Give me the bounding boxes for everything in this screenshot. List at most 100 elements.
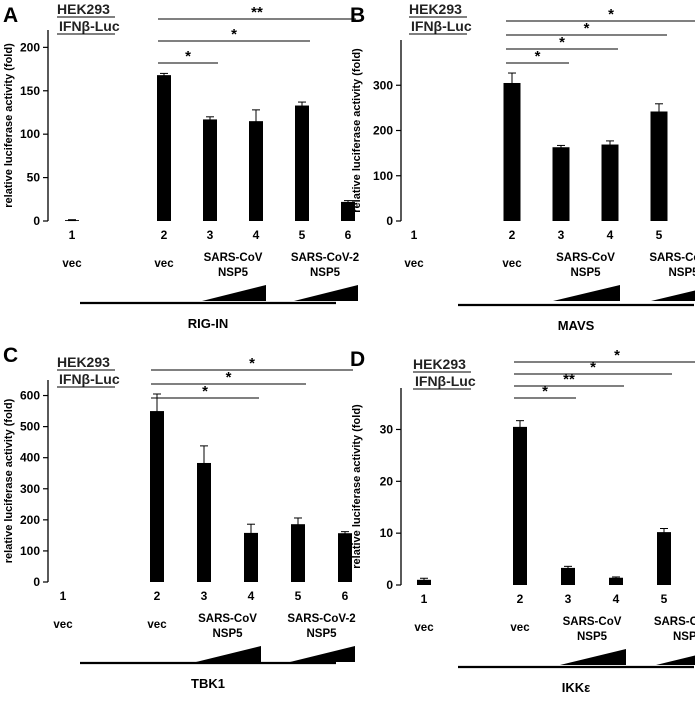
stimulus-label: TBK1 xyxy=(191,676,225,691)
y-tick-label: 500 xyxy=(20,420,40,434)
y-tick-label: 30 xyxy=(380,422,394,436)
stimulus-label: IKKε xyxy=(562,680,591,695)
lane-number: 1 xyxy=(411,228,418,242)
lane-number: 6 xyxy=(342,589,349,603)
y-tick-label: 10 xyxy=(380,526,394,540)
cell-line-label: HEK293 xyxy=(57,354,110,370)
y-tick-label: 20 xyxy=(380,474,394,488)
bar-lane-5 xyxy=(650,111,668,221)
lane-number: 3 xyxy=(207,228,214,242)
condition-nsp5: NSP5 xyxy=(310,267,341,279)
bar-lane-5 xyxy=(657,532,671,585)
lane-number: 1 xyxy=(60,589,67,603)
bar-lane-2 xyxy=(503,82,521,221)
condition-vec: vec xyxy=(414,622,434,634)
bar-lane-4 xyxy=(601,144,619,221)
condition-vec: vec xyxy=(510,622,530,634)
y-tick-label: 0 xyxy=(33,214,40,228)
cell-line-label: HEK293 xyxy=(413,356,466,372)
y-axis-label: relative luciferase activity (fold) xyxy=(351,404,363,569)
lane-number: 3 xyxy=(558,228,565,242)
significance-marker: ** xyxy=(251,4,263,21)
condition-nsp5: NSP5 xyxy=(673,631,695,643)
condition-nsp5: NSP5 xyxy=(218,267,249,279)
condition-sars-cov: SARS-CoV xyxy=(204,252,263,264)
dose-wedge xyxy=(294,285,358,301)
y-tick-label: 300 xyxy=(20,482,40,496)
significance-marker: * xyxy=(535,48,541,65)
bar-lane-5 xyxy=(295,105,309,221)
bar-lane-6 xyxy=(341,201,355,221)
bar-lane-3 xyxy=(197,462,211,582)
lane-number: 2 xyxy=(517,592,524,606)
lane-number: 2 xyxy=(509,228,516,242)
significance-marker: * xyxy=(226,369,232,386)
bar-lane-3 xyxy=(552,147,570,221)
significance-marker: * xyxy=(614,347,620,364)
bar-lane-5 xyxy=(291,524,305,582)
lane-number: 4 xyxy=(607,228,614,242)
bar-lane-4 xyxy=(249,121,263,221)
significance-marker: * xyxy=(559,34,565,51)
reporter-label: IFNβ-Luc xyxy=(59,371,120,387)
lane-number: 5 xyxy=(295,589,302,603)
condition-nsp5: NSP5 xyxy=(306,628,337,640)
condition-vec: vec xyxy=(62,258,82,270)
bar-lane-4 xyxy=(244,532,258,582)
dose-wedge xyxy=(651,290,695,301)
dose-wedge xyxy=(560,649,626,665)
lane-number: 5 xyxy=(661,592,668,606)
lane-number: 4 xyxy=(248,589,255,603)
significance-marker: * xyxy=(542,383,548,400)
y-tick-label: 50 xyxy=(27,171,41,185)
condition-sars-cov: SARS-CoV xyxy=(198,613,257,625)
condition-nsp5: NSP5 xyxy=(577,631,608,643)
significance-marker: * xyxy=(608,6,614,23)
y-tick-label: 200 xyxy=(373,124,393,138)
y-tick-label: 0 xyxy=(386,578,393,592)
dose-wedge xyxy=(656,655,695,665)
y-tick-label: 300 xyxy=(373,78,393,92)
bar-lane-3 xyxy=(561,567,575,585)
significance-marker: * xyxy=(584,20,590,37)
stimulus-label: RIG-IN xyxy=(188,316,228,331)
significance-marker: * xyxy=(249,355,255,372)
condition-vec: vec xyxy=(154,258,174,270)
lane-number: 5 xyxy=(299,228,306,242)
lane-number: 3 xyxy=(565,592,572,606)
bar-lane-6 xyxy=(338,533,352,582)
y-axis-label: relative luciferase activity (fold) xyxy=(3,398,15,563)
panel-letter: D xyxy=(350,348,365,371)
significance-marker: * xyxy=(231,26,237,43)
bar-lane-4 xyxy=(609,577,623,585)
reporter-label: IFNβ-Luc xyxy=(415,373,476,389)
condition-nsp5: NSP5 xyxy=(570,267,601,279)
condition-sars-cov-2: SARS-CoV-2 xyxy=(654,616,695,628)
lane-number: 4 xyxy=(253,228,260,242)
condition-vec: vec xyxy=(502,258,522,270)
significance-marker: * xyxy=(590,359,596,376)
condition-nsp5: NSP5 xyxy=(212,628,243,640)
y-tick-label: 200 xyxy=(20,513,40,527)
lane-number: 6 xyxy=(345,228,352,242)
lane-number: 5 xyxy=(656,228,663,242)
panel-letter: C xyxy=(3,344,18,367)
y-tick-label: 200 xyxy=(20,40,40,54)
lane-number: 2 xyxy=(161,228,168,242)
condition-vec: vec xyxy=(147,619,167,631)
y-axis-label: relative luciferase activity (fold) xyxy=(351,48,363,213)
reporter-label: IFNβ-Luc xyxy=(411,18,472,34)
condition-sars-cov-2: SARS-CoV-2 xyxy=(649,252,695,264)
y-tick-label: 0 xyxy=(33,575,40,589)
bar-lane-2 xyxy=(150,411,164,582)
dose-wedge xyxy=(202,285,266,301)
cell-line-label: HEK293 xyxy=(57,1,110,17)
panel-letter: A xyxy=(3,4,18,27)
condition-nsp5: NSP5 xyxy=(668,267,695,279)
lane-number: 1 xyxy=(421,592,428,606)
significance-marker: * xyxy=(202,383,208,400)
